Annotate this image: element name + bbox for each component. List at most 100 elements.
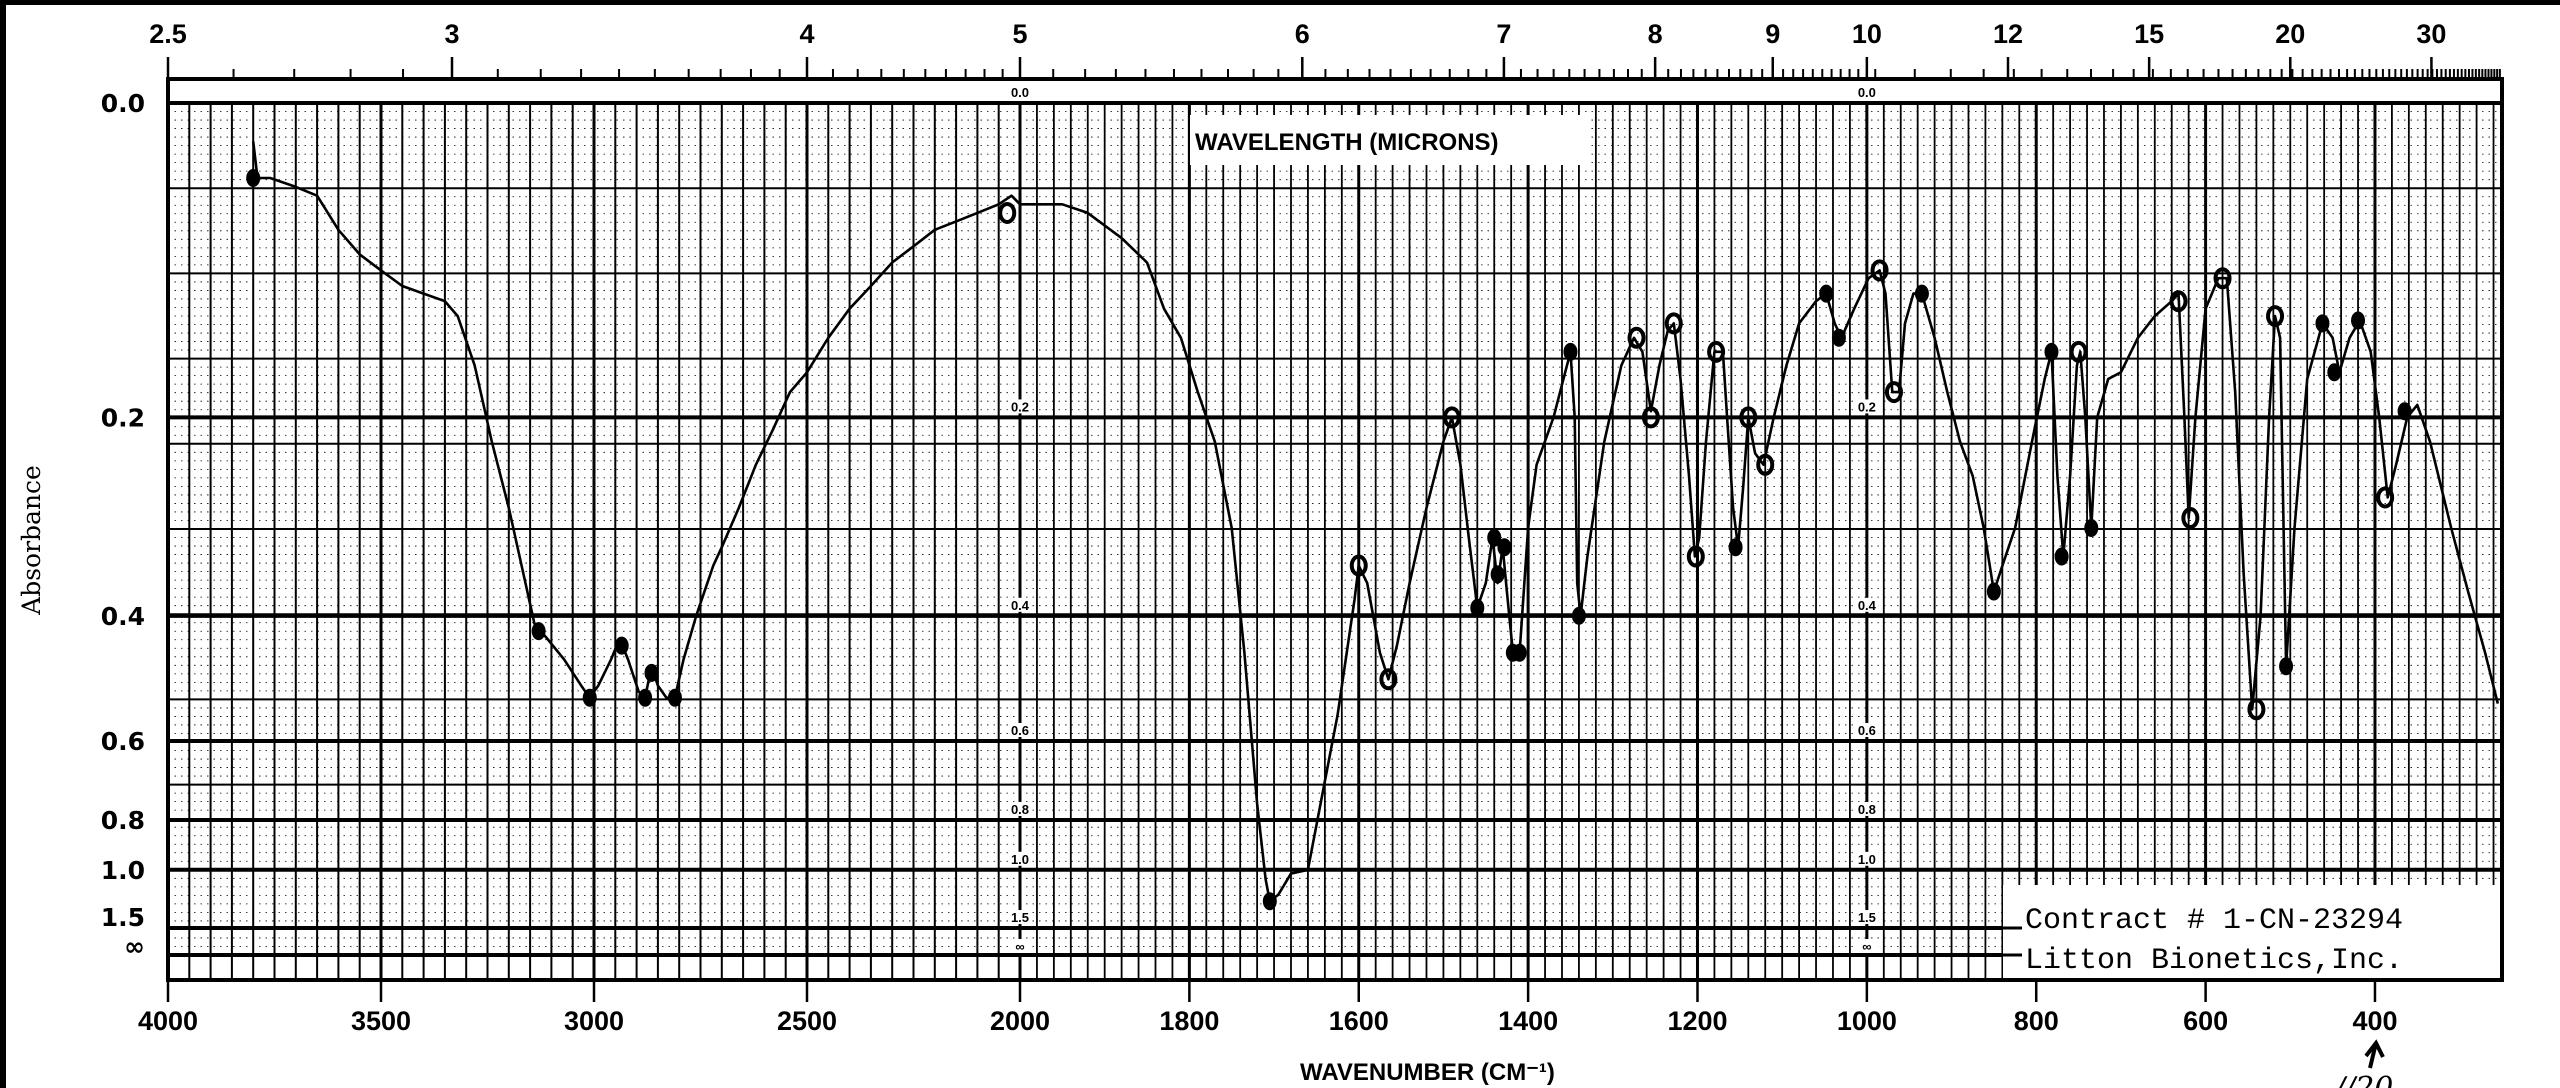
y-tick-label: 1.0 [101,856,145,885]
peak-mark-filled [1914,284,1929,303]
peak-mark-filled [1262,892,1277,911]
peak-mark-filled [1986,582,2001,601]
peak-mark-filled [1490,565,1505,584]
spectrum-trace [251,141,2500,903]
bottom-tick-label: 1800 [1159,1006,1219,1036]
top-tick-label: 7 [1496,19,1511,49]
y-tick-label: 0.0 [101,89,145,118]
peak-mark-filled [1563,342,1578,361]
top-tick-label: 2.5 [149,19,187,49]
bottom-tick-label: 1600 [1329,1006,1389,1036]
peak-mark-open [1756,453,1775,476]
y-tick-label: ∞ [124,932,145,961]
stamp-box [2003,885,2500,978]
peak-mark-open [1739,406,1758,429]
peak-mark-open [998,201,1017,224]
peak-mark-filled [1512,643,1527,662]
inner-absorbance-label: 0.6 [1011,723,1029,738]
peak-mark-open [2069,340,2088,363]
inner-absorbance-label: 1.0 [1858,852,1876,867]
inner-absorbance-label: 0.8 [1858,802,1876,817]
bottom-tick-label: 3000 [564,1006,624,1036]
inner-label-bg [1008,910,1032,925]
inner-absorbance-label: 1.5 [1011,910,1029,925]
peak-mark-open [1641,406,1660,429]
handwritten-annotation: //20 [2332,1071,2393,1088]
top-wavelength-ticks: 2.5 3 4 5 6 7 8 9 10 12 15 20 30 [149,19,2501,79]
wavelength-axis-title: WAVELENGTH (MICRONS) [1195,129,1499,156]
top-tick-label: 30 [2416,19,2446,49]
inner-label-bg [1008,85,1032,99]
top-tick-label: 4 [799,19,814,49]
spectrum-line [251,141,2500,903]
peak-mark-open [2169,290,2188,313]
inner-absorbance-label: 0.8 [1011,802,1029,817]
top-tick-label: 15 [2134,19,2164,49]
top-tick-label: 10 [1852,19,1882,49]
inner-label-bg [1008,399,1032,414]
peak-mark-open [1627,326,1646,349]
inner-label-bg [1008,851,1032,866]
peak-mark-open [1349,554,1368,577]
peak-mark-open [1686,545,1705,568]
peak-mark-filled [2327,363,2342,382]
peak-mark-filled [1819,284,1834,303]
peak-mark-filled [582,688,597,707]
company-name: Litton Bionetics,Inc. [2025,944,2403,978]
scan-left-border [0,0,6,1088]
absorbance-ticks: 0.0 0.2 0.4 0.6 0.8 1.0 1.5∞ [101,89,145,961]
bottom-tick-label: 400 [2352,1006,2397,1036]
inner-label-bg [1854,85,1879,99]
peak-mark-filled [2397,402,2412,421]
peak-mark-open [1870,259,1889,282]
peak-mark-open [1884,381,1903,404]
peak-mark-filled [1571,606,1586,625]
y-tick-label: 0.8 [101,806,145,835]
inner-label-bg [1008,939,1032,953]
y-tick-label: 0.2 [101,403,145,432]
peak-mark-filled [644,663,659,682]
inner-absorbance-label: 0.2 [1011,399,1029,414]
wavenumber-axis-title: WAVENUMBER (CM⁻¹) [1300,1059,1555,1086]
inner-absorbance-label: 1.5 [1858,910,1876,925]
inner-label-bg [1008,597,1032,612]
peak-mark-filled [614,636,629,655]
inner-label-bg [1854,910,1879,925]
peak-mark-open [2213,267,2232,290]
inner-absorbance-label: 0.2 [1858,399,1876,414]
peak-mark-open [1707,340,1726,363]
bottom-tick-label: 1000 [1837,1006,1897,1036]
inner-absorbance-label: 0.0 [1858,85,1876,100]
peak-mark-open [2181,507,2200,530]
y-tick-label: 1.5 [101,903,145,932]
top-tick-label: 5 [1012,19,1027,49]
plot-frame [166,77,2504,982]
peak-mark-filled [246,168,261,187]
peak-mark-filled [1487,528,1502,547]
peak-mark-open [2266,305,2285,328]
scan-top-border [0,0,2560,5]
inner-absorbance-labels: 0.0 0.2 0.4 0.6 0.8 1.0 1.5 ∞ 0.0 0.2 0.4 0.6 0.8 1.0… [1008,85,1879,954]
top-tick-label: 20 [2275,19,2305,49]
inner-label-bg [1008,801,1032,816]
peak-mark-filled [1497,538,1512,557]
inner-label-bg [1854,851,1879,866]
inner-absorbance-label: 1.0 [1011,852,1029,867]
peak-mark-open [2376,486,2395,509]
plot-border [166,77,2504,982]
y-tick-label: 0.4 [101,602,145,631]
peak-mark-filled [2054,547,2069,566]
bottom-tick-label: 600 [2183,1006,2228,1036]
wavelength-title-bg [1190,115,1590,165]
inner-label-bg [1854,801,1879,816]
peak-mark-open [1442,406,1461,429]
inner-absorbance-label: 0.6 [1858,723,1876,738]
inner-label-bg [1854,399,1879,414]
peak-mark-filled [1728,538,1743,557]
inner-label-bg [1008,722,1032,737]
peak-mark-filled [1831,328,1846,347]
inner-absorbance-label: 0.4 [1858,598,1877,613]
peak-mark-filled [531,622,546,641]
bottom-tick-label: 1200 [1667,1006,1727,1036]
